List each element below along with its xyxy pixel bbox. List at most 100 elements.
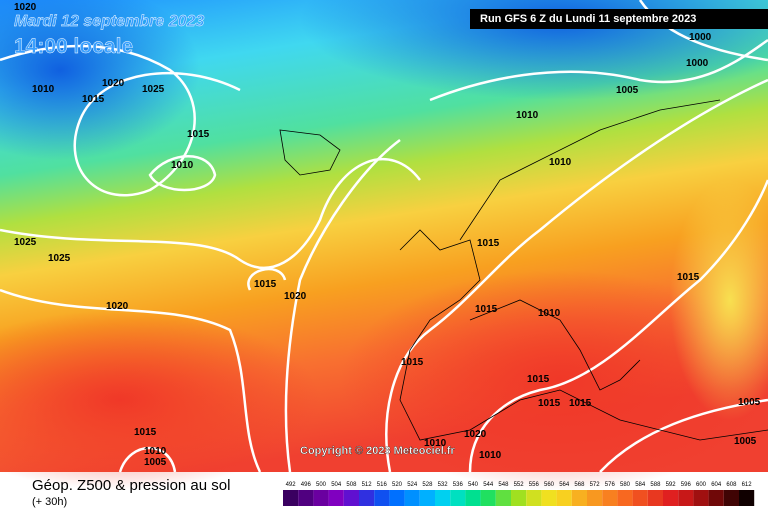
scale-swatch bbox=[541, 490, 557, 506]
scale-swatch bbox=[374, 490, 390, 506]
isobar-label: 1010 bbox=[32, 84, 55, 95]
hot-area bbox=[0, 310, 320, 490]
scale-swatch bbox=[647, 490, 663, 506]
coastlines bbox=[279, 99, 768, 441]
scale-label: 612 bbox=[742, 482, 753, 488]
isobar-label: 1015 bbox=[677, 272, 700, 283]
scale-label: 572 bbox=[590, 482, 601, 488]
isobar-label: 1010 bbox=[424, 438, 447, 449]
scale-label: 584 bbox=[635, 482, 646, 488]
scale-label: 600 bbox=[696, 482, 707, 488]
isobar-label: 1015 bbox=[569, 398, 592, 409]
copyright: Copyright © 2023 Meteociel.fr bbox=[300, 445, 456, 457]
scale-swatch bbox=[511, 490, 527, 506]
scale-label: 536 bbox=[453, 482, 464, 488]
isobar-label: 1010 bbox=[549, 157, 572, 168]
scale-label: 560 bbox=[544, 482, 555, 488]
isobar-label: 1015 bbox=[187, 129, 210, 140]
scale-label: 528 bbox=[422, 482, 433, 488]
isobar-label: 1015 bbox=[134, 427, 157, 438]
scale-swatch bbox=[283, 490, 299, 506]
scale-label: 552 bbox=[514, 482, 525, 488]
scale-label: 532 bbox=[438, 482, 449, 488]
scale-swatch bbox=[435, 490, 451, 506]
scale-swatch bbox=[359, 490, 375, 506]
isobar-label: 1010 bbox=[144, 446, 167, 457]
isobar-label: 1020 bbox=[14, 2, 37, 13]
scale-swatch bbox=[450, 490, 466, 506]
isobar-label: 1015 bbox=[254, 279, 277, 290]
scale-swatch bbox=[465, 490, 481, 506]
scale-swatch bbox=[526, 490, 542, 506]
scale-label: 592 bbox=[666, 482, 677, 488]
isobar-label: 1015 bbox=[401, 357, 424, 368]
isobar-label: 1020 bbox=[106, 301, 129, 312]
isobar-label: 1015 bbox=[82, 94, 105, 105]
scale-swatch bbox=[602, 490, 618, 506]
scale-label: 556 bbox=[529, 482, 540, 488]
scale-label: 504 bbox=[331, 482, 342, 488]
scale-swatch bbox=[617, 490, 633, 506]
scale-swatch bbox=[663, 490, 679, 506]
run-info: Run GFS 6 Z du Lundi 11 septembre 2023 bbox=[480, 13, 696, 25]
isobar-label: 1005 bbox=[738, 397, 761, 408]
scale-swatch bbox=[571, 490, 587, 506]
isobar-label: 1020 bbox=[102, 78, 125, 89]
scale-label: 580 bbox=[620, 482, 631, 488]
low-area bbox=[0, 0, 200, 160]
scale-swatch bbox=[739, 490, 755, 506]
isobar-label: 1015 bbox=[527, 374, 550, 385]
time: 14:00 locale bbox=[14, 35, 133, 58]
scale-swatch bbox=[343, 490, 359, 506]
isobar-label: 1025 bbox=[14, 237, 37, 248]
scale-swatch bbox=[587, 490, 603, 506]
legend-subtitle: (+ 30h) bbox=[32, 496, 67, 508]
isobar-label: 1000 bbox=[689, 32, 712, 43]
run-banner bbox=[470, 9, 768, 29]
date: Mardi 12 septembre 2023 bbox=[14, 13, 204, 30]
isobar-label: 1010 bbox=[479, 450, 502, 461]
isobar-label: 1005 bbox=[144, 457, 167, 468]
scale-label: 588 bbox=[650, 482, 661, 488]
scale-label: 564 bbox=[559, 482, 570, 488]
isobar-label: 1010 bbox=[516, 110, 539, 121]
isobar-label: 1025 bbox=[48, 253, 71, 264]
isobar-label: 1015 bbox=[477, 238, 500, 249]
scale-swatch bbox=[708, 490, 724, 506]
isobar-label: 1015 bbox=[538, 398, 561, 409]
isobar-label: 1020 bbox=[464, 429, 487, 440]
isobar-label: 1005 bbox=[616, 85, 639, 96]
isobar-label: 1020 bbox=[284, 291, 307, 302]
legend-title: Géop. Z500 & pression au sol bbox=[32, 477, 230, 494]
scale-swatch bbox=[298, 490, 314, 506]
isobar-label: 1010 bbox=[538, 308, 561, 319]
scale-swatch bbox=[419, 490, 435, 506]
scale-label: 524 bbox=[407, 482, 418, 488]
scale-swatch bbox=[678, 490, 694, 506]
scale-swatch bbox=[389, 490, 405, 506]
scale-label: 596 bbox=[681, 482, 692, 488]
scale-label: 520 bbox=[392, 482, 403, 488]
scale-label: 608 bbox=[726, 482, 737, 488]
scale-label: 568 bbox=[574, 482, 585, 488]
isobar-label: 1000 bbox=[686, 58, 709, 69]
scale-label: 512 bbox=[362, 482, 373, 488]
scale-swatch bbox=[328, 490, 344, 506]
scale-swatch bbox=[495, 490, 511, 506]
scale-label: 576 bbox=[605, 482, 616, 488]
isobar-label: 1025 bbox=[142, 84, 165, 95]
scale-swatch bbox=[556, 490, 572, 506]
scale-label: 548 bbox=[498, 482, 509, 488]
scale-swatch bbox=[723, 490, 739, 506]
isobar-labels: 1020 1010 1015 1020 1025 1015 1010 1000 1000 1005… bbox=[14, 2, 761, 468]
cooler-area bbox=[670, 180, 768, 420]
scale-label: 496 bbox=[301, 482, 312, 488]
scale-swatch bbox=[693, 490, 709, 506]
scale-label: 604 bbox=[711, 482, 722, 488]
scale-swatch bbox=[404, 490, 420, 506]
scale-label: 508 bbox=[346, 482, 357, 488]
color-scale: 492 496 500 504 508 512 516 520 524 528 532 536 540 5… bbox=[283, 482, 755, 506]
scale-label: 500 bbox=[316, 482, 327, 488]
scale-swatch bbox=[313, 490, 329, 506]
